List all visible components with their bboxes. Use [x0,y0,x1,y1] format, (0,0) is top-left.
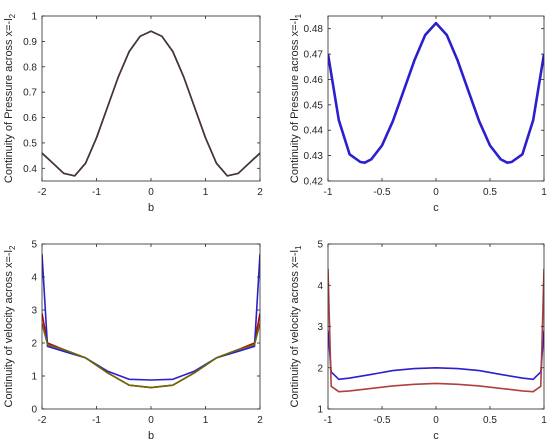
x-tick-label: -2 [38,415,47,426]
x-tick-label: -1 [92,187,101,198]
y-tick-label: 0.44 [304,126,324,137]
x-tick-label: -1 [92,415,101,426]
y-tick-label: 0.43 [304,151,324,162]
chart-panel-3: -2 -1 0 1 2 0 1 2 3 4 5 b Continuity of velocity acr… [3,240,263,443]
x-tick-label: -1 [324,415,333,426]
y-tick-label: 0.47 [304,50,324,61]
x-tick-label: -1 [324,187,333,198]
series-line-3 [42,323,260,389]
series-line-2 [42,30,260,177]
x-tick-label: -0.5 [373,187,391,198]
y-tick-label: 0.46 [304,75,324,86]
y-tick-label: 0 [31,405,37,416]
x-tick-label: 0 [433,187,439,198]
x-tick-label: 1 [203,187,209,198]
axes-box [41,243,261,410]
y-tick-label: 5 [317,240,323,251]
y-tick-label: 2 [317,363,323,374]
y-tick-label: 4 [317,281,323,292]
y-tick-label: 0.6 [23,113,37,124]
y-tick-label: 1 [31,372,37,383]
y-axis-label: Continuity of Pressure across x=-l2 [3,13,17,183]
series-line-1 [42,30,260,177]
x-axis-label: b [148,430,154,442]
y-axis-label: Continuity of velocity across x=-l2 [3,245,17,407]
x-tick-label: 1 [541,415,547,426]
x-tick-label: -2 [38,187,47,198]
y-tick-label: 0.48 [304,24,324,35]
y-axis-label: Continuity of Pressure across x=-l1 [289,13,303,183]
x-tick-label: 0.5 [483,187,497,198]
x-tick-label: 0 [148,187,154,198]
y-tick-label: 3 [31,306,37,317]
series-line-2 [328,268,544,393]
chart-panel-1: -2 -1 0 1 2 0.4 0.5 0.6 0.7 0.8 0.9 1 b Continuity of… [3,12,263,215]
y-tick-label: 4 [31,273,37,284]
y-tick-label: 0.45 [304,100,324,111]
x-tick-label: -0.5 [373,415,391,426]
x-tick-label: 2 [257,415,263,426]
series-line-2 [42,253,260,381]
y-tick-label: 0.8 [23,62,37,73]
y-tick-label: 0.42 [304,177,324,188]
y-axis-label: Continuity of velocity across x=-l1 [289,245,303,407]
chart-panel-2: -1 -0.5 0 0.5 1 0.42 0.43 0.44 0.45 0.46 0.47 0.48 c… [289,13,547,214]
x-tick-label: 0 [433,415,439,426]
y-tick-label: 1 [31,12,37,23]
x-axis-label: c [433,202,439,214]
axes-box [41,15,261,182]
y-tick-label: 0.4 [23,164,37,175]
y-tick-label: 3 [317,322,323,333]
chart-panel-4: -1 -0.5 0 0.5 1 1 2 3 4 5 c Continuity of velocity … [289,240,547,443]
y-tick-label: 0.7 [23,88,37,99]
x-tick-label: 2 [257,187,263,198]
series-line-1 [328,21,544,164]
y-tick-label: 0.5 [23,138,37,149]
x-axis-label: c [433,430,439,442]
axes-box [327,243,545,410]
x-axis-label: b [148,202,154,214]
x-tick-label: 1 [203,415,209,426]
x-tick-label: 0.5 [483,415,497,426]
axes-box [327,15,545,182]
y-tick-label: 1 [317,405,323,416]
series-line-1 [42,313,260,389]
y-tick-label: 5 [31,240,37,251]
x-tick-label: 0 [148,415,154,426]
series-line-1 [328,330,544,381]
y-tick-label: 2 [31,339,37,350]
x-tick-label: 1 [541,187,547,198]
y-tick-label: 0.9 [23,37,37,48]
